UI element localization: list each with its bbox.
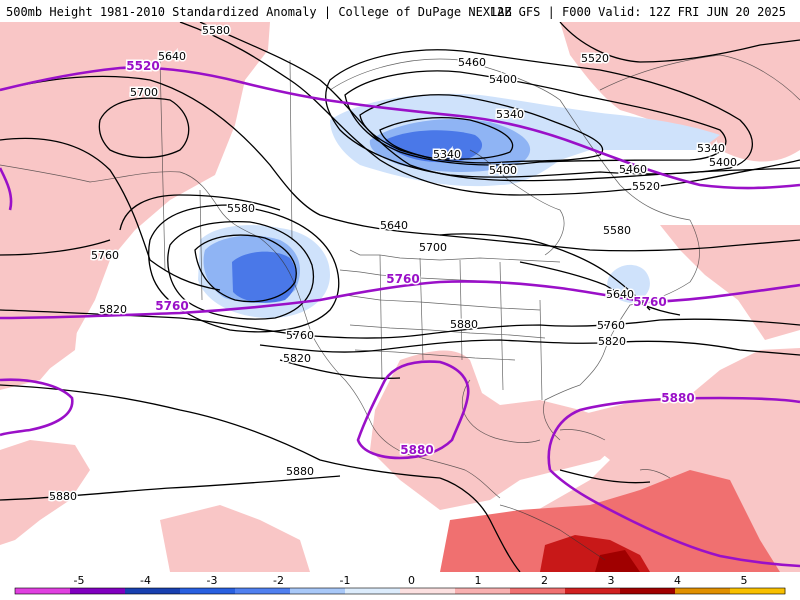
contour-label: 5640 <box>380 219 408 232</box>
colorbar: -5 -4 -3 -2 -1 0 1 2 3 4 5 <box>14 574 786 595</box>
negative-anomaly-shading <box>198 93 720 318</box>
colorbar-ticks: -5 -4 -3 -2 -1 0 1 2 3 4 5 <box>74 574 748 587</box>
colorbar-swatch <box>15 588 71 594</box>
contour-labels: 5580552056405700546054005340534054005340… <box>48 23 739 505</box>
colorbar-swatch <box>125 588 181 594</box>
colorbar-tick-label: 0 <box>408 574 415 587</box>
contour-label: 5880 <box>49 490 77 503</box>
contour-label: 5760 <box>91 249 119 262</box>
colorbar-swatch <box>565 588 621 594</box>
colorbar-swatch <box>180 588 236 594</box>
contour-label: 5820 <box>598 335 626 348</box>
colorbar-tick-label: -2 <box>273 574 284 587</box>
contour-label: 5700 <box>419 241 447 254</box>
height-contours <box>0 22 800 572</box>
colorbar-swatch <box>620 588 676 594</box>
colorbar-outline <box>14 587 786 595</box>
key-contour-label: 5760 <box>386 272 419 286</box>
colorbar-swatch <box>675 588 731 594</box>
colorbar-tick-label: 4 <box>674 574 681 587</box>
contour-label: 5760 <box>597 319 625 332</box>
key-contour-label: 5520 <box>126 59 159 73</box>
contour-label: 5640 <box>606 288 634 301</box>
contour-label: 5580 <box>603 224 631 237</box>
contour-label: 5400 <box>489 73 517 86</box>
contour-label: 5340 <box>496 108 524 121</box>
contour-label: 5880 <box>286 465 314 478</box>
colorbar-swatch <box>400 588 456 594</box>
map-title: 500mb Height 1981-2010 Standardized Anom… <box>6 5 512 19</box>
contour-label: 5520 <box>581 52 609 65</box>
colorbar-swatch <box>345 588 401 594</box>
key-contour-label: 5760 <box>633 295 666 309</box>
colorbar-tick-label: 3 <box>608 574 615 587</box>
colorbar-swatch <box>70 588 126 594</box>
colorbar-tick-label: -4 <box>140 574 151 587</box>
contour-label: 5580 <box>227 202 255 215</box>
valid-time: 12Z GFS | F000 Valid: 12Z FRI JUN 20 202… <box>489 5 786 19</box>
contour-label: 5340 <box>697 142 725 155</box>
colorbar-tick-label: 5 <box>741 574 748 587</box>
contour-label: 5880 <box>450 318 478 331</box>
contour-label: 5820 <box>283 352 311 365</box>
key-contour-label: 5880 <box>400 443 433 457</box>
colorbar-swatch <box>290 588 346 594</box>
contour-label: 5580 <box>202 24 230 37</box>
colorbar-swatch <box>510 588 566 594</box>
contour-label: 5400 <box>709 156 737 169</box>
colorbar-swatch <box>730 588 786 594</box>
key-contours <box>0 66 800 568</box>
contour-label: 5760 <box>286 329 314 342</box>
key-contour-label: 5760 <box>155 299 188 313</box>
colorbar-tick-label: -3 <box>207 574 218 587</box>
colorbar-tick-label: 1 <box>475 574 482 587</box>
anomaly-map: 5580552056405700546054005340534054005340… <box>0 22 800 572</box>
colorbar-tick-label: 2 <box>541 574 548 587</box>
title-bar: 500mb Height 1981-2010 Standardized Anom… <box>0 0 800 22</box>
colorbar-tick-label: -5 <box>74 574 85 587</box>
contour-label: 5460 <box>619 163 647 176</box>
contour-label: 5700 <box>130 86 158 99</box>
contour-label: 5340 <box>433 148 461 161</box>
colorbar-swatches <box>14 587 786 595</box>
contour-label: 5460 <box>458 56 486 69</box>
contour-label: 5400 <box>489 164 517 177</box>
contour-label: 5520 <box>632 180 660 193</box>
contour-label: 5640 <box>158 50 186 63</box>
colorbar-tick-label: -1 <box>340 574 351 587</box>
strong-positive-anomaly <box>440 470 780 572</box>
colorbar-swatch <box>455 588 511 594</box>
colorbar-swatch <box>235 588 291 594</box>
contour-label: 5820 <box>99 303 127 316</box>
key-contour-label: 5880 <box>661 391 694 405</box>
